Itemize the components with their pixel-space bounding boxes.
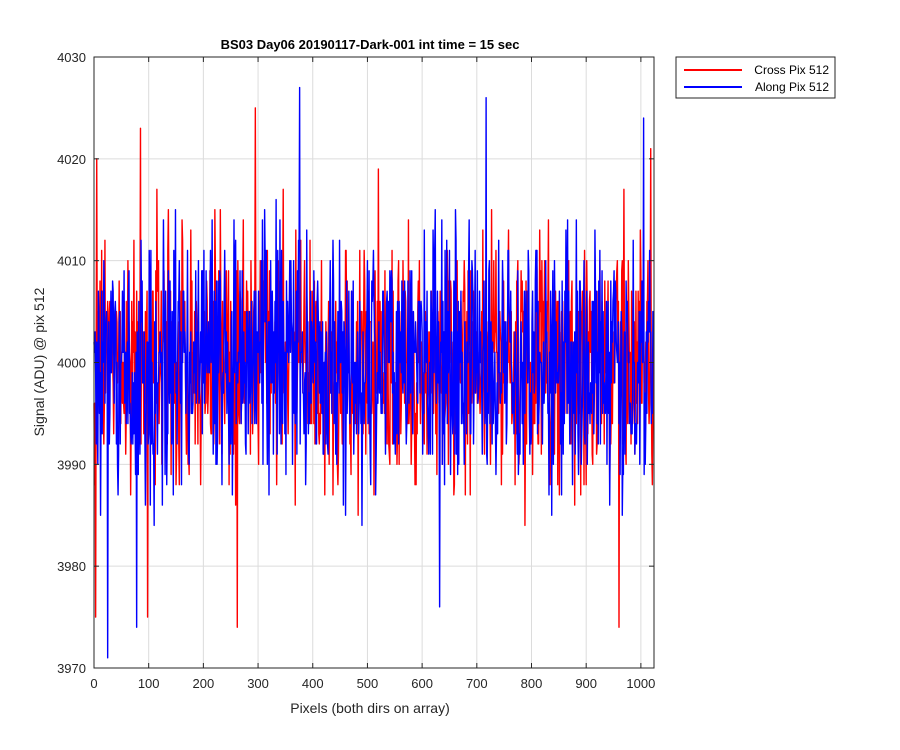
- y-tick-label-0: 3970: [57, 661, 86, 676]
- x-tick-label-2: 200: [193, 676, 215, 691]
- series-line-1: [93, 86, 655, 659]
- x-tick-label-4: 400: [302, 676, 324, 691]
- x-tick-label-0: 0: [90, 676, 97, 691]
- y-tick-label-4: 4010: [57, 254, 86, 269]
- legend-label-0: Cross Pix 512: [754, 63, 829, 77]
- chart-title: BS03 Day06 20190117-Dark-001 int time = …: [221, 37, 520, 52]
- x-tick-label-3: 300: [247, 676, 269, 691]
- x-tick-label-10: 1000: [626, 676, 655, 691]
- plot-area: 0 100 200 300 400 500 600 700 800 900 1000 3970 3980…: [57, 50, 655, 691]
- x-axis-title: Pixels (both dirs on array): [290, 700, 450, 716]
- legend: Cross Pix 512 Along Pix 512: [675, 56, 836, 99]
- x-tick-label-7: 700: [466, 676, 488, 691]
- legend-box: [675, 56, 836, 99]
- x-tick-label-1: 100: [138, 676, 160, 691]
- y-tick-label-2: 3990: [57, 457, 86, 472]
- x-tick-label-9: 900: [575, 676, 597, 691]
- y-axis-title: Signal (ADU) @ pix 512: [31, 287, 47, 436]
- y-tick-label-5: 4020: [57, 152, 86, 167]
- legend-label-1: Along Pix 512: [755, 80, 829, 94]
- y-tick-label-3: 4000: [57, 356, 86, 371]
- y-tick-label-1: 3980: [57, 559, 86, 574]
- x-tick-label-8: 800: [521, 676, 543, 691]
- y-tick-label-6: 4030: [57, 50, 86, 65]
- x-tick-label-5: 500: [357, 676, 379, 691]
- x-tick-label-6: 600: [411, 676, 433, 691]
